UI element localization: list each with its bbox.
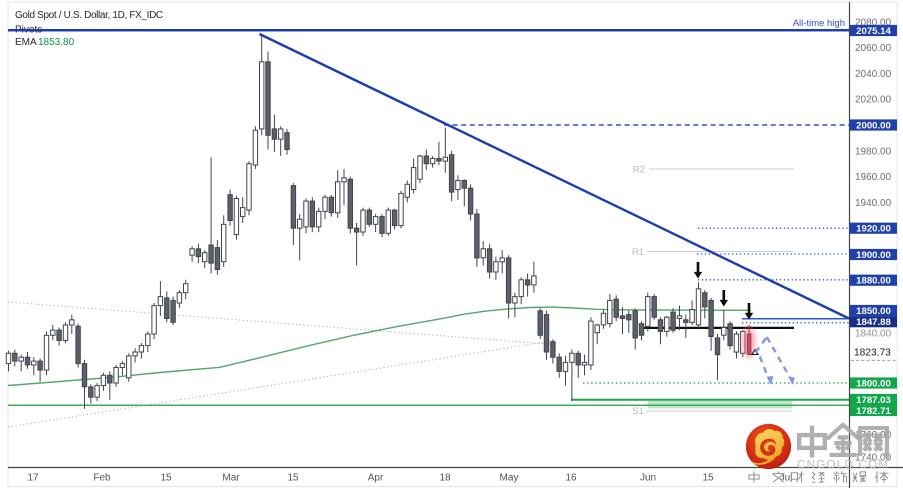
svg-text:18: 18 <box>439 473 451 484</box>
svg-text:Feb: Feb <box>93 473 111 484</box>
svg-text:15: 15 <box>160 473 172 484</box>
svg-text:17: 17 <box>27 473 39 484</box>
svg-text:1823.73: 1823.73 <box>854 348 891 359</box>
svg-text:1853.80: 1853.80 <box>38 37 75 48</box>
svg-text:1800.00: 1800.00 <box>856 378 891 389</box>
svg-text:1980.00: 1980.00 <box>855 146 892 157</box>
svg-text:1782.71: 1782.71 <box>856 406 891 417</box>
svg-text:2080.00: 2080.00 <box>855 17 892 28</box>
svg-text:1740.00: 1740.00 <box>855 453 892 464</box>
svg-text:1880.00: 1880.00 <box>856 276 891 287</box>
svg-text:1760.00: 1760.00 <box>855 430 892 441</box>
svg-text:2040.00: 2040.00 <box>855 69 892 80</box>
svg-text:Apr: Apr <box>368 473 384 484</box>
svg-text:1787.03: 1787.03 <box>856 395 891 406</box>
svg-text:2000.00: 2000.00 <box>856 120 891 131</box>
svg-text:15: 15 <box>702 473 714 484</box>
svg-text:2075.14: 2075.14 <box>856 26 891 37</box>
svg-text:R2: R2 <box>633 165 645 176</box>
svg-text:R1: R1 <box>632 247 644 258</box>
svg-text:1920.00: 1920.00 <box>856 224 891 235</box>
svg-text:1850.00: 1850.00 <box>856 306 891 317</box>
svg-text:2060.00: 2060.00 <box>855 43 892 54</box>
svg-text:1847.88: 1847.88 <box>856 317 891 328</box>
svg-text:15: 15 <box>287 473 299 484</box>
svg-text:May: May <box>500 473 519 484</box>
svg-text:Mar: Mar <box>222 473 240 484</box>
svg-text:1960.00: 1960.00 <box>855 172 892 183</box>
svg-text:All-time high: All-time high <box>793 18 845 29</box>
svg-text:CNGOLD.COM: CNGOLD.COM <box>797 458 889 472</box>
svg-text:S1: S1 <box>632 406 644 417</box>
svg-text:Jul: Jul <box>780 473 793 484</box>
svg-text:1840.00: 1840.00 <box>855 329 892 340</box>
svg-text:2020.00: 2020.00 <box>855 95 892 106</box>
svg-text:EMA: EMA <box>15 37 37 48</box>
svg-text:16: 16 <box>565 473 577 484</box>
svg-text:Jun: Jun <box>640 473 656 484</box>
svg-text:Gold Spot / U.S. Dollar, 1D, F: Gold Spot / U.S. Dollar, 1D, FX_IDC <box>15 10 163 21</box>
svg-text:1900.00: 1900.00 <box>856 250 891 261</box>
svg-text:1940.00: 1940.00 <box>855 198 892 209</box>
